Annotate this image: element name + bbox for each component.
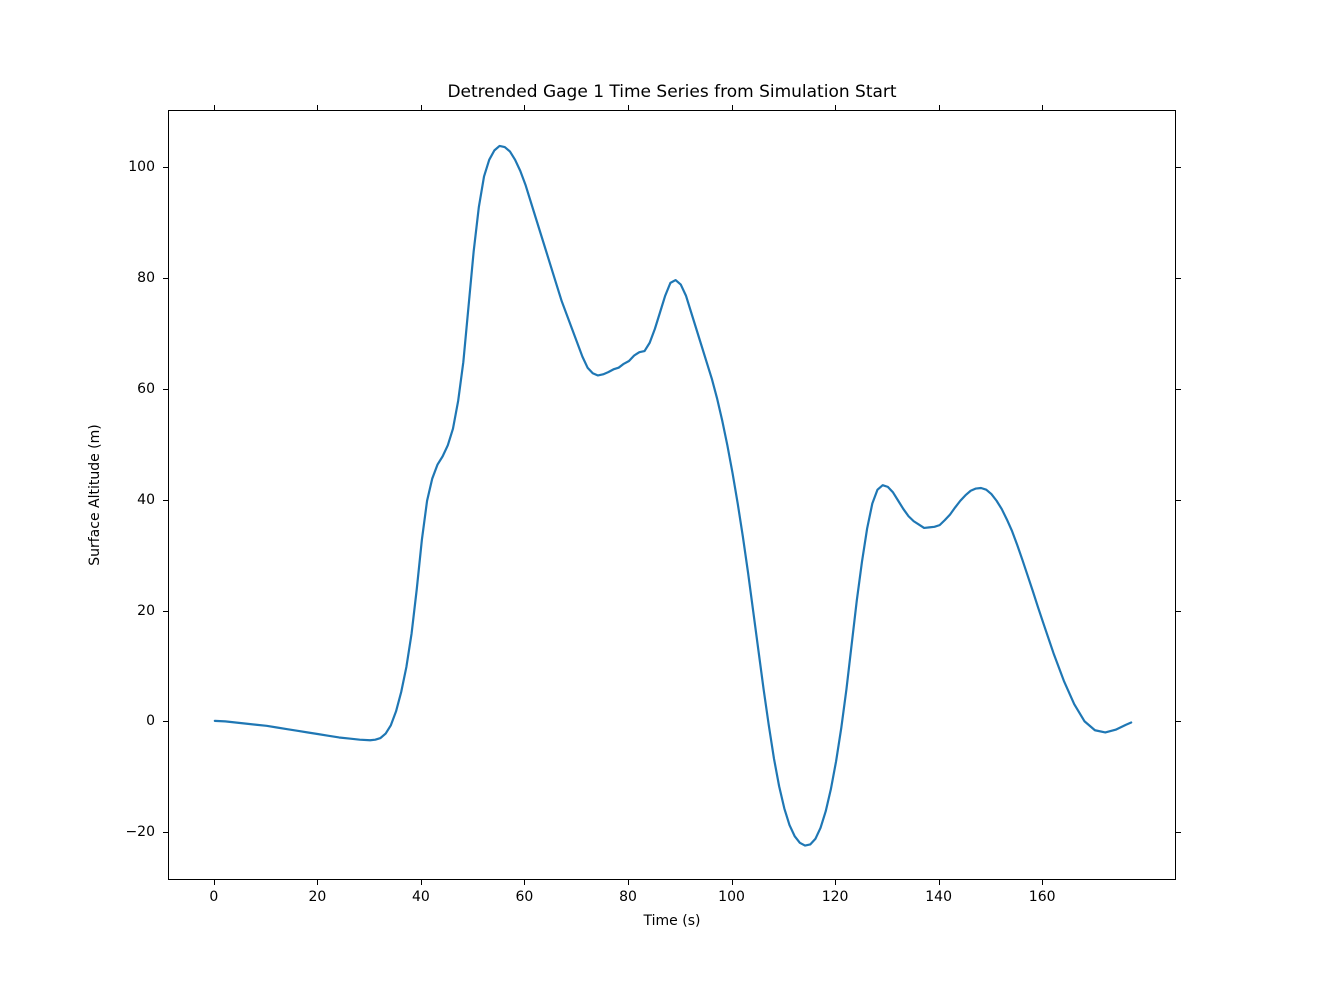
x-tick-mark <box>835 880 836 885</box>
y-tick-mark <box>163 500 168 501</box>
y-tick-mark <box>1176 278 1181 279</box>
x-tick-mark <box>1042 880 1043 885</box>
x-tick-label: 0 <box>209 889 218 905</box>
x-tick-label: 20 <box>308 889 326 905</box>
x-tick-label: 40 <box>412 889 430 905</box>
y-tick-mark <box>1176 611 1181 612</box>
x-tick-mark <box>421 880 422 885</box>
y-tick-label: 100 <box>115 159 155 175</box>
x-tick-mark <box>939 880 940 885</box>
x-tick-mark <box>732 105 733 110</box>
line-series <box>169 111 1177 881</box>
y-tick-label: 40 <box>115 492 155 508</box>
x-tick-label: 60 <box>516 889 534 905</box>
y-tick-mark <box>1176 832 1181 833</box>
x-tick-label: 80 <box>619 889 637 905</box>
plot-area <box>168 110 1176 880</box>
x-tick-mark <box>317 105 318 110</box>
y-tick-label: 60 <box>115 381 155 397</box>
x-tick-mark <box>317 880 318 885</box>
x-tick-label: 100 <box>718 889 745 905</box>
y-tick-mark <box>1176 389 1181 390</box>
x-tick-mark <box>1042 105 1043 110</box>
x-tick-mark <box>421 105 422 110</box>
x-tick-mark <box>214 105 215 110</box>
x-tick-mark <box>732 880 733 885</box>
y-tick-mark <box>163 611 168 612</box>
y-tick-mark <box>163 278 168 279</box>
y-tick-mark <box>1176 500 1181 501</box>
x-tick-mark <box>214 880 215 885</box>
x-tick-mark <box>835 105 836 110</box>
y-tick-mark <box>163 167 168 168</box>
x-tick-mark <box>939 105 940 110</box>
y-tick-mark <box>163 721 168 722</box>
x-tick-mark <box>628 880 629 885</box>
x-axis-label: Time (s) <box>168 913 1176 929</box>
y-tick-label: −20 <box>115 824 155 840</box>
x-tick-label: 120 <box>822 889 849 905</box>
y-tick-mark <box>1176 721 1181 722</box>
y-axis-label: Surface Altitude (m) <box>87 110 103 880</box>
x-tick-label: 140 <box>925 889 952 905</box>
y-tick-label: 20 <box>115 603 155 619</box>
x-tick-mark <box>524 880 525 885</box>
chart-title: Detrended Gage 1 Time Series from Simula… <box>0 82 1344 102</box>
figure: Detrended Gage 1 Time Series from Simula… <box>0 0 1344 1008</box>
y-tick-mark <box>1176 167 1181 168</box>
y-tick-label: 0 <box>115 713 155 729</box>
y-tick-label: 80 <box>115 270 155 286</box>
x-tick-mark <box>628 105 629 110</box>
x-tick-mark <box>524 105 525 110</box>
x-tick-label: 160 <box>1029 889 1056 905</box>
y-tick-mark <box>163 832 168 833</box>
y-tick-mark <box>163 389 168 390</box>
